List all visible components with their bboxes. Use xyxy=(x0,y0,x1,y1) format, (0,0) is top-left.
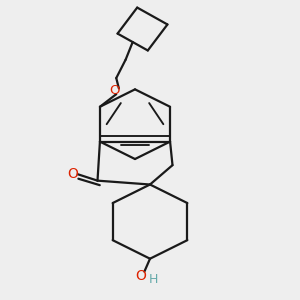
Text: O: O xyxy=(109,84,120,97)
Text: H: H xyxy=(148,272,158,286)
Text: O: O xyxy=(135,269,146,284)
Text: O: O xyxy=(68,167,79,181)
